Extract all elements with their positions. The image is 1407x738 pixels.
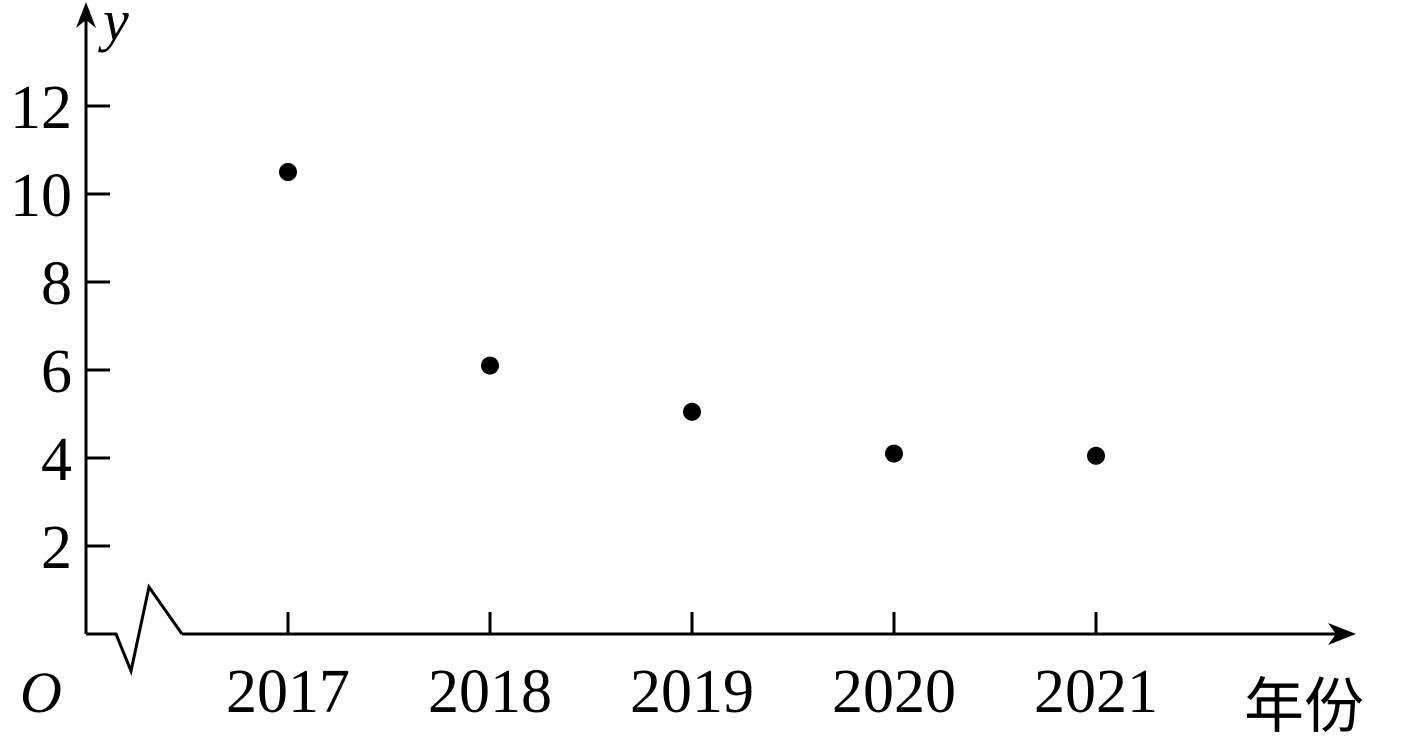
data-points xyxy=(279,163,1105,465)
data-point xyxy=(279,163,297,181)
x-tick-label: 2020 xyxy=(832,658,956,726)
y-ticks: 2 4 6 8 10 12 xyxy=(10,74,110,582)
x-axis-break xyxy=(86,583,184,677)
x-tick-label: 2021 xyxy=(1034,658,1158,726)
x-tick-label: 2019 xyxy=(630,658,754,726)
x-axis-arrow xyxy=(1328,623,1356,645)
y-tick-label: 10 xyxy=(10,162,72,230)
y-axis-arrow xyxy=(76,2,96,28)
data-point xyxy=(885,444,903,463)
data-point xyxy=(683,402,701,421)
origin-label: O xyxy=(20,660,62,725)
y-axis-label: y xyxy=(98,0,129,53)
data-point xyxy=(1087,446,1105,465)
x-tick-label: 2018 xyxy=(428,658,552,726)
y-tick-label: 4 xyxy=(41,426,72,494)
y-tick-label: 6 xyxy=(41,338,72,406)
y-tick-label: 12 xyxy=(10,74,72,142)
data-point xyxy=(481,356,499,375)
y-tick-label: 2 xyxy=(41,514,72,582)
y-tick-label: 8 xyxy=(41,250,72,318)
x-tick-label: 2017 xyxy=(226,658,350,726)
x-axis-label: 年份 xyxy=(1244,672,1364,738)
x-ticks: 2017 2018 2019 2020 2021 xyxy=(226,612,1158,726)
